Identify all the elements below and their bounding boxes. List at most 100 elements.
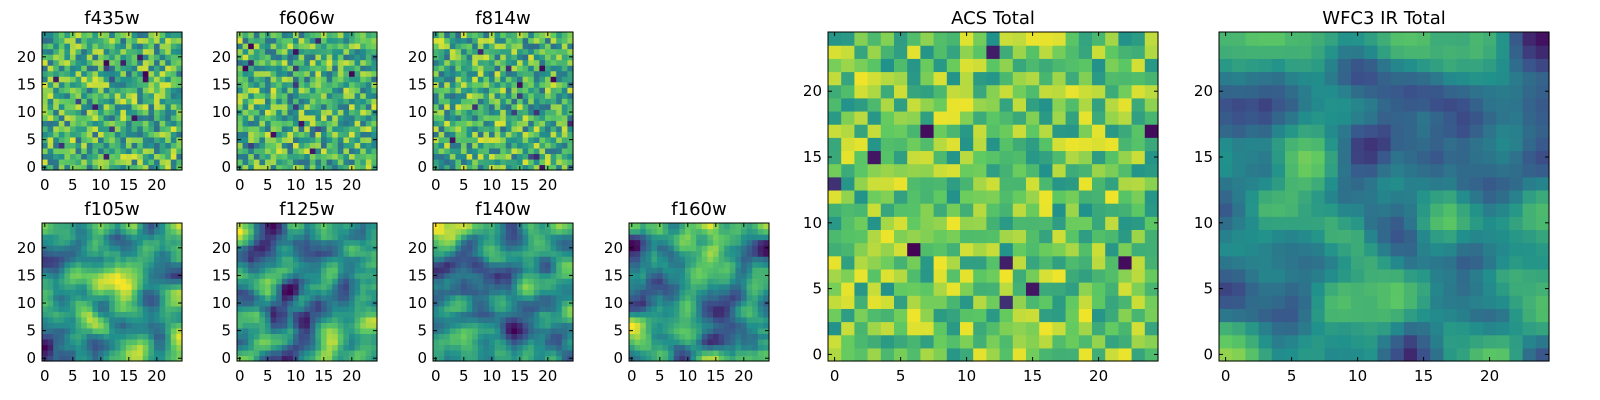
heatmap-cell (47, 239, 54, 246)
heatmap-cell (533, 120, 540, 127)
heatmap-cell (539, 142, 546, 149)
heatmap-cell (477, 81, 484, 88)
heatmap-cell (103, 250, 110, 257)
heatmap-cell (248, 349, 255, 357)
heatmap-cell (494, 311, 501, 318)
heatmap-cell (343, 92, 350, 99)
heatmap-cell (259, 120, 266, 127)
heatmap-cell (1144, 203, 1159, 217)
heatmap-cell (444, 349, 451, 357)
heatmap-cell (735, 300, 742, 307)
heatmap-cell (293, 344, 300, 351)
heatmap-cell (58, 54, 65, 61)
heatmap-cell (483, 125, 490, 132)
heatmap-cell (154, 322, 161, 329)
heatmap-cell (894, 347, 908, 362)
heatmap-cell (973, 150, 987, 165)
heatmap-cell (561, 54, 568, 61)
heatmap-cell (651, 234, 658, 241)
heatmap-cell (321, 120, 328, 127)
heatmap-cell (472, 164, 479, 171)
heatmap-cell (281, 131, 288, 138)
heatmap-cell (556, 228, 563, 235)
heatmap-cell (735, 349, 742, 357)
heatmap-cell (528, 153, 535, 160)
heatmap-cell (137, 48, 144, 55)
heatmap-cell (696, 355, 703, 362)
heatmap-cell (1131, 347, 1146, 362)
heatmap-cell (304, 131, 311, 138)
heatmap-cell (337, 92, 344, 99)
heatmap-cell (354, 338, 361, 346)
heatmap-cell (444, 289, 451, 296)
axes-frame (432, 222, 574, 362)
heatmap-cell (561, 70, 568, 77)
heatmap-cell (270, 338, 277, 346)
heatmap-cell (539, 261, 546, 268)
heatmap-cell (253, 153, 260, 160)
heatmap-cell (343, 109, 350, 116)
heatmap-cell (293, 311, 300, 318)
heatmap-cell (696, 327, 703, 334)
heatmap-cell (109, 294, 116, 301)
heatmap-cell (142, 267, 149, 274)
heatmap-cell (242, 120, 249, 127)
heatmap-cell (170, 267, 177, 274)
heatmap-cell (109, 267, 116, 274)
heatmap-cell (556, 316, 563, 323)
heatmap-cell (880, 295, 895, 309)
heatmap-cell (1144, 282, 1159, 296)
heatmap-cell (287, 109, 294, 116)
heatmap-cell (265, 283, 272, 290)
heatmap-cell (137, 355, 144, 362)
heatmap-cell (472, 311, 479, 318)
heatmap-cell (103, 294, 110, 301)
heatmap-cell (461, 120, 468, 127)
heatmap-cell (999, 255, 1014, 270)
heatmap-cell (494, 256, 501, 263)
heatmap-cell (148, 278, 155, 285)
heatmap-cell (109, 245, 116, 252)
heatmap-cell (47, 65, 54, 72)
heatmap-cell (309, 48, 316, 55)
heatmap-cell (165, 48, 172, 55)
heatmap-cell (933, 242, 948, 257)
heatmap-cell (494, 103, 501, 110)
heatmap-cell (489, 54, 496, 61)
heatmap-cell (332, 239, 339, 246)
heatmap-cell (47, 120, 54, 127)
heatmap-cell (545, 289, 552, 296)
heatmap-cell (253, 311, 260, 318)
heatmap-cell (533, 316, 540, 323)
heatmap-cell (276, 131, 283, 138)
heatmap-cell (494, 158, 501, 166)
heatmap-cell (248, 272, 255, 279)
heatmap-cell (98, 234, 105, 241)
heatmap-cell (349, 289, 356, 296)
heatmap-cell (645, 338, 652, 346)
heatmap-cell (276, 65, 283, 72)
heatmap-cell (259, 327, 266, 334)
heatmap-cell (86, 234, 93, 241)
heatmap-cell (148, 43, 155, 50)
heatmap-cell (629, 311, 636, 318)
heatmap-cell (438, 333, 445, 340)
heatmap-cell (472, 344, 479, 351)
heatmap-cell (690, 223, 697, 230)
heatmap-cell (259, 114, 266, 121)
y-tick-label: 20 (17, 48, 36, 66)
heatmap-cell (131, 120, 138, 127)
heatmap-cell (259, 125, 266, 132)
heatmap-cell (70, 300, 77, 307)
heatmap-cell (505, 327, 512, 334)
heatmap-cell (281, 147, 288, 155)
heatmap-cell (309, 103, 316, 110)
heatmap-cell (561, 142, 568, 149)
heatmap-cell (449, 256, 456, 263)
heatmap-cell (42, 278, 49, 285)
heatmap-cell (176, 125, 183, 132)
heatmap-cell (293, 300, 300, 307)
heatmap-cell (47, 294, 54, 301)
heatmap-cell (461, 250, 468, 257)
